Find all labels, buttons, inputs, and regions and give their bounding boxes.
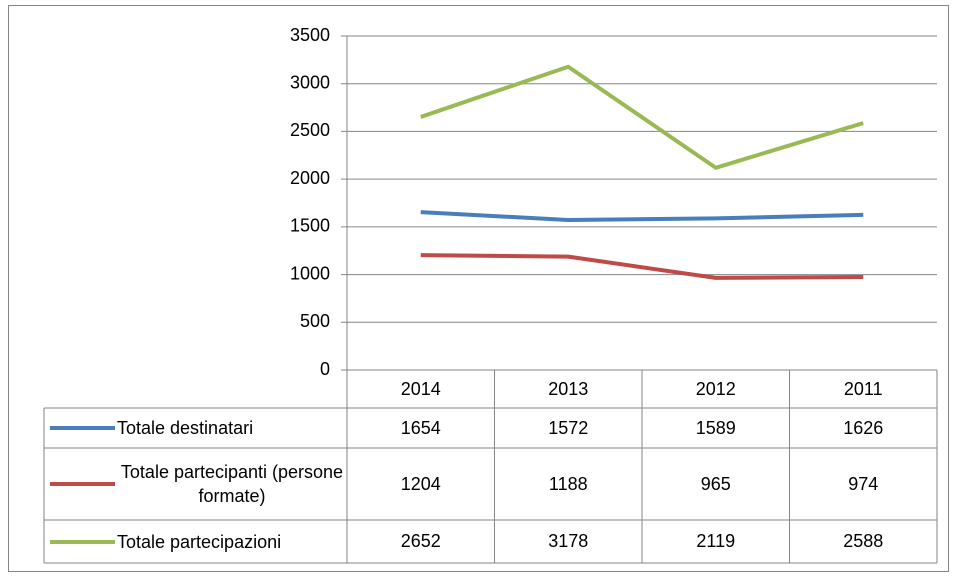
y-tick-label: 2500 bbox=[290, 120, 330, 140]
x-tick-label: 2013 bbox=[548, 379, 588, 399]
legend-swatch bbox=[50, 539, 115, 544]
table-value: 2588 bbox=[843, 531, 884, 551]
y-tick-label: 1500 bbox=[290, 216, 330, 236]
legend-label: Totale partecipanti (persone formate) bbox=[120, 462, 344, 506]
table-value: 1204 bbox=[400, 473, 441, 494]
legend-entry: Totale partecipanti (persone formate) bbox=[44, 448, 347, 520]
y-tick-label: 3000 bbox=[290, 72, 330, 92]
legend-entry: Totale partecipazioni bbox=[44, 520, 347, 563]
y-tick-label: 500 bbox=[300, 311, 330, 331]
x-tick-label: 2014 bbox=[401, 379, 441, 399]
table-value: 1188 bbox=[548, 473, 588, 494]
legend-label: Totale partecipazioni bbox=[117, 531, 282, 552]
table-value: 1654 bbox=[400, 417, 441, 438]
series-line bbox=[420, 64, 864, 170]
table-value: 2652 bbox=[400, 531, 441, 551]
y-tick-label: 0 bbox=[320, 359, 330, 379]
chart-border bbox=[8, 5, 949, 572]
legend-swatch bbox=[50, 426, 115, 430]
series-line bbox=[420, 210, 864, 222]
y-tick-label: 3500 bbox=[290, 25, 330, 45]
x-tick-label: 2011 bbox=[844, 379, 883, 399]
x-tick-label: 2012 bbox=[696, 379, 736, 399]
table-value: 2119 bbox=[696, 531, 736, 551]
table-value: 1589 bbox=[695, 417, 736, 438]
table-value: 3178 bbox=[548, 531, 589, 551]
legend-label: Totale destinatari bbox=[117, 418, 254, 438]
table-value: 974 bbox=[848, 473, 879, 494]
series-line bbox=[420, 253, 864, 280]
table-value: 1626 bbox=[843, 417, 884, 438]
table-value: 965 bbox=[700, 473, 731, 494]
legend-entry: Totale destinatari bbox=[44, 408, 347, 448]
table-value: 1572 bbox=[548, 417, 589, 438]
y-tick-label: 2000 bbox=[290, 168, 330, 188]
legend-swatch bbox=[50, 482, 115, 486]
y-tick-label: 1000 bbox=[290, 263, 330, 283]
